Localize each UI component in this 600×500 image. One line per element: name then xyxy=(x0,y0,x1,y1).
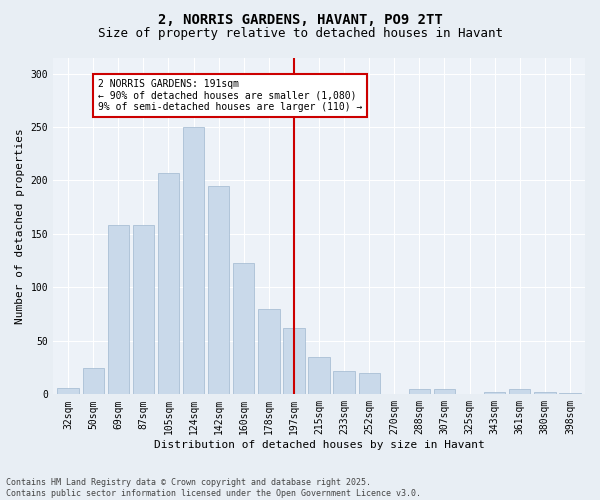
Bar xyxy=(283,328,305,394)
Bar xyxy=(334,371,355,394)
Bar xyxy=(409,389,430,394)
Text: Size of property relative to detached houses in Havant: Size of property relative to detached ho… xyxy=(97,28,503,40)
Bar xyxy=(484,392,505,394)
Bar xyxy=(107,226,129,394)
Text: 2 NORRIS GARDENS: 191sqm
← 90% of detached houses are smaller (1,080)
9% of semi: 2 NORRIS GARDENS: 191sqm ← 90% of detach… xyxy=(98,79,362,112)
Bar xyxy=(509,389,530,394)
Bar xyxy=(359,373,380,394)
Bar xyxy=(58,388,79,394)
Bar xyxy=(233,263,254,394)
Bar xyxy=(158,173,179,394)
X-axis label: Distribution of detached houses by size in Havant: Distribution of detached houses by size … xyxy=(154,440,484,450)
Bar xyxy=(434,389,455,394)
Bar xyxy=(83,368,104,394)
Y-axis label: Number of detached properties: Number of detached properties xyxy=(15,128,25,324)
Text: 2, NORRIS GARDENS, HAVANT, PO9 2TT: 2, NORRIS GARDENS, HAVANT, PO9 2TT xyxy=(158,12,442,26)
Bar xyxy=(258,309,280,394)
Bar xyxy=(308,357,329,395)
Bar xyxy=(133,226,154,394)
Bar xyxy=(208,186,229,394)
Bar xyxy=(534,392,556,394)
Text: Contains HM Land Registry data © Crown copyright and database right 2025.
Contai: Contains HM Land Registry data © Crown c… xyxy=(6,478,421,498)
Bar xyxy=(183,127,204,394)
